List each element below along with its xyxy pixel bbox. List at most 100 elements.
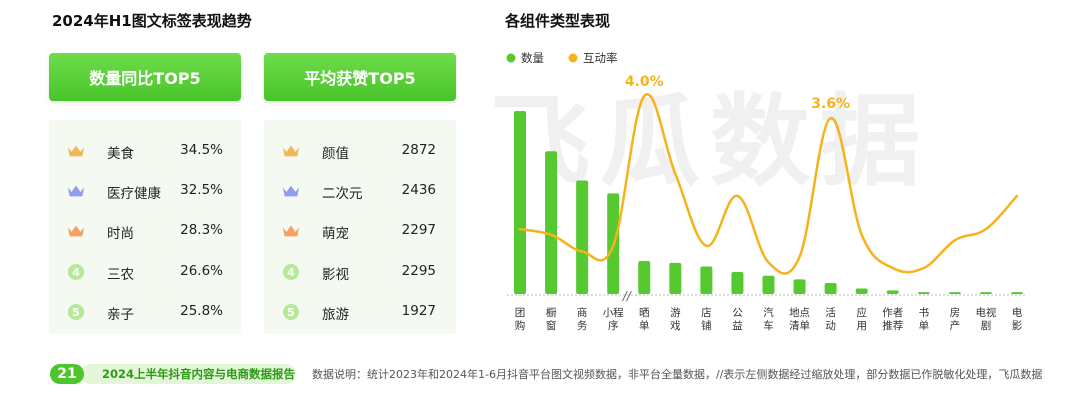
category-label: 用: [856, 320, 867, 332]
likes-top5-label: 平均获赞TOP5: [304, 69, 416, 88]
category-label: 推荐: [882, 319, 903, 332]
category-label: 团: [515, 307, 526, 319]
category-label: 店: [701, 306, 712, 319]
bar-电视剧: [979, 292, 992, 294]
category-label: 商: [577, 306, 588, 319]
category-label: 书: [919, 307, 930, 319]
category-label: 购: [515, 319, 526, 332]
legend-count-label: 数量: [521, 51, 544, 65]
bar-汽车: [762, 275, 775, 294]
rank-badge: 5: [67, 303, 85, 321]
category-label: 剧: [981, 320, 992, 332]
bar-应用: [855, 288, 868, 294]
likes-item-label: 二次元: [322, 186, 363, 202]
category-label: 电: [1012, 306, 1023, 319]
likes-item-label: 旅游: [322, 307, 349, 323]
rank-badge: 4: [67, 263, 85, 281]
rank-number: 4: [283, 264, 299, 280]
category-label: 车: [763, 319, 774, 332]
page-number-badge: 21: [50, 364, 84, 384]
bar-游戏: [669, 262, 682, 294]
likes-item-value: 2295: [401, 263, 436, 279]
rate-annotation: 4.0%: [625, 74, 664, 90]
likes-item-label: 影视: [322, 267, 349, 283]
category-label: 务: [577, 319, 588, 332]
crown-icon: [67, 142, 85, 160]
growth-top5-label: 数量同比TOP5: [89, 69, 201, 88]
growth-item-value: 25.8%: [180, 303, 223, 319]
growth-item-label: 时尚: [107, 226, 134, 242]
rank-badge: 4: [282, 263, 300, 281]
category-label: 产: [950, 319, 961, 332]
category-label: 铺: [701, 319, 712, 332]
category-label: 单: [639, 320, 650, 332]
category-label: 公: [732, 307, 743, 319]
bar-橱窗: [545, 151, 558, 294]
category-label: 戏: [670, 320, 681, 332]
growth-item-value: 32.5%: [180, 182, 223, 198]
category-label: 单: [919, 320, 930, 332]
left-section-title: 2024年H1图文标签表现趋势: [52, 12, 252, 30]
rank-number: 5: [68, 304, 84, 320]
growth-item-label: 三农: [107, 267, 134, 283]
legend-count-dot: [506, 53, 516, 63]
crown-icon: [282, 142, 300, 160]
category-label: 游: [670, 306, 681, 319]
category-label: 影: [1012, 319, 1023, 332]
bar-书单: [917, 292, 930, 294]
bar-店铺: [700, 266, 713, 294]
category-label: 晒: [639, 307, 650, 319]
crown-icon: [282, 222, 300, 240]
growth-top5-panel: 美食 34.5% 医疗健康 32.5% 时尚 28.3% 4 三农 26.6% 5 亲子 25.8%: [49, 120, 241, 334]
legend-rate-dot: [568, 53, 578, 63]
bar-作者推荐: [886, 290, 899, 294]
category-label: 清单: [789, 319, 810, 332]
category-label: 序: [608, 319, 619, 332]
category-label: 益: [732, 319, 743, 332]
bar-房产: [948, 292, 961, 294]
bar-公益: [731, 272, 744, 294]
bar-活动: [824, 283, 837, 294]
category-label: 小程: [603, 307, 624, 319]
likes-item-value: 2436: [401, 182, 436, 198]
bar-电影: [1011, 292, 1023, 294]
legend-rate-label: 互动率: [583, 51, 618, 65]
category-label: 电视: [975, 306, 996, 319]
category-label: 应: [856, 306, 867, 319]
category-label: 汽: [763, 306, 774, 319]
growth-item-label: 美食: [107, 146, 134, 162]
likes-item-label: 萌宠: [322, 226, 349, 242]
category-label: 橱: [546, 306, 557, 319]
bar-团购: [514, 111, 526, 294]
rate-line: [518, 93, 1019, 275]
bar-商务: [576, 180, 589, 294]
report-title-pill: 2024上半年抖音内容与电商数据报告: [80, 364, 296, 384]
category-label: 地点: [789, 306, 810, 319]
rank-badge: 5: [282, 303, 300, 321]
growth-top5-banner: 数量同比TOP5: [49, 53, 241, 101]
likes-top5-panel: 颜值 2872 二次元 2436 萌宠 2297 4 影视 2295 5 旅游 1927: [264, 120, 456, 334]
likes-item-value: 2297: [401, 222, 436, 238]
rate-annotation: 3.6%: [811, 96, 850, 112]
growth-item-label: 亲子: [107, 307, 134, 323]
report-title: 2024上半年抖音内容与电商数据报告: [102, 367, 296, 381]
category-label: 窗: [546, 319, 557, 332]
category-label: 作者: [882, 307, 903, 319]
growth-item-value: 28.3%: [180, 222, 223, 238]
page-number: 21: [57, 366, 77, 382]
rank-number: 5: [283, 304, 299, 320]
data-note: 数据说明：统计2023年和2024年1-6月抖音平台图文视频数据，非平台全量数据…: [312, 368, 1043, 381]
axis-break-marker: //: [622, 289, 633, 303]
crown-icon: [67, 222, 85, 240]
growth-item-label: 医疗健康: [107, 186, 161, 202]
category-label: 房: [950, 306, 961, 319]
growth-item-value: 26.6%: [180, 263, 223, 279]
likes-item-value: 2872: [401, 142, 436, 158]
likes-top5-banner: 平均获赞TOP5: [264, 53, 456, 101]
growth-item-value: 34.5%: [180, 142, 223, 158]
rank-number: 4: [68, 264, 84, 280]
chart-title: 各组件类型表现: [505, 12, 611, 30]
crown-icon: [67, 182, 85, 200]
category-label: 活: [825, 307, 836, 319]
